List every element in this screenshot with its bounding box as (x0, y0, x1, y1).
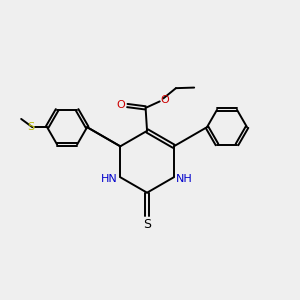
Text: S: S (27, 122, 34, 132)
Text: NH: NH (176, 174, 193, 184)
Text: O: O (160, 95, 169, 105)
Text: HN: HN (101, 174, 118, 184)
Text: S: S (143, 218, 151, 231)
Text: O: O (117, 100, 126, 110)
